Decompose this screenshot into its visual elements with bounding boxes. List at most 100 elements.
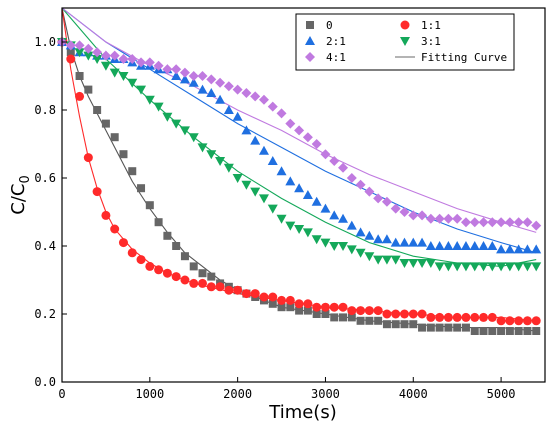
series-2-point xyxy=(338,213,349,223)
series-0-point xyxy=(391,320,400,329)
x-tick-label: 2000 xyxy=(223,387,252,401)
series-1-point xyxy=(206,282,216,292)
series-4-point xyxy=(346,173,357,183)
series-4-point xyxy=(311,139,322,149)
series-4-point xyxy=(399,207,410,217)
series-0-point xyxy=(128,167,137,176)
series-3-point xyxy=(109,68,120,78)
series-4-point xyxy=(302,132,313,143)
series-1-point xyxy=(101,210,111,220)
series-0-point xyxy=(268,299,277,308)
series-3-point xyxy=(171,119,182,129)
series-1-point xyxy=(487,312,497,322)
series-4-point xyxy=(329,156,340,166)
y-axis-title: C/C0 xyxy=(8,175,33,214)
series-4-point xyxy=(469,217,480,228)
series-4-point xyxy=(478,217,489,228)
y-tick-label: 0.0 xyxy=(34,375,56,389)
series-4-point xyxy=(215,77,226,88)
series-0-point xyxy=(339,313,348,322)
series-4-point xyxy=(522,217,533,228)
series-1-point xyxy=(268,292,278,302)
series-0-point xyxy=(426,323,435,332)
series-0-point xyxy=(356,316,365,325)
series-2-point xyxy=(373,234,384,244)
series-0-point xyxy=(145,201,154,210)
series-4-point xyxy=(136,57,147,68)
series-2-point xyxy=(531,244,542,254)
series-2-point xyxy=(215,94,226,104)
series-2-point xyxy=(311,196,322,206)
series-1-point xyxy=(75,91,85,101)
series-4-point xyxy=(83,43,94,54)
series-1-point xyxy=(461,312,471,322)
series-4-point xyxy=(390,203,401,214)
y-axis-title-main: C/C xyxy=(8,184,29,215)
y-tick-label: 0.2 xyxy=(34,307,56,321)
series-4-point xyxy=(153,60,164,71)
series-0-point xyxy=(137,184,146,193)
series-3-point xyxy=(522,262,533,272)
series-0-point xyxy=(461,323,470,332)
series-2-point xyxy=(250,135,261,145)
series-4-point xyxy=(188,71,199,81)
series-1-point xyxy=(522,316,532,326)
series-1-point xyxy=(241,289,251,299)
series-4-point xyxy=(381,196,392,207)
series-0-point xyxy=(154,218,163,227)
series-3-point xyxy=(276,214,287,224)
legend-marker xyxy=(400,20,410,30)
series-4-point xyxy=(487,217,498,228)
series-0-point xyxy=(479,327,488,335)
series-4-point xyxy=(65,40,76,51)
series-4-point xyxy=(504,217,515,228)
series-1-point xyxy=(417,309,427,319)
y-tick-label: 0.8 xyxy=(34,103,56,117)
legend-marker xyxy=(306,21,314,29)
legend-label: 3:1 xyxy=(421,35,441,48)
series-1-point xyxy=(180,275,190,285)
series-1-point xyxy=(364,306,374,316)
series-1-point xyxy=(92,187,102,197)
series-2-point xyxy=(188,77,199,87)
series-3-point xyxy=(153,102,164,112)
series-4-point xyxy=(531,220,542,231)
series-3-point xyxy=(452,262,463,272)
series-1-point xyxy=(198,278,208,288)
series-0-point xyxy=(119,150,128,159)
series-2-point xyxy=(241,125,252,135)
series-1-point xyxy=(154,265,164,275)
series-1-point xyxy=(259,292,269,302)
series-3-point xyxy=(425,259,436,268)
x-tick-label: 4000 xyxy=(399,387,428,401)
series-1-point xyxy=(110,224,120,234)
series-1-point xyxy=(479,312,489,322)
series-0-point xyxy=(198,269,207,278)
series-2-point xyxy=(504,244,515,254)
series-4-point xyxy=(460,217,471,228)
series-0-point xyxy=(435,323,444,332)
series-3-point xyxy=(496,262,507,272)
series-1-point xyxy=(443,312,453,322)
series-3-point xyxy=(355,248,366,258)
marks-layer xyxy=(57,7,542,335)
series-3-point xyxy=(179,126,190,136)
legend-marker xyxy=(400,37,410,46)
series-4-point xyxy=(223,81,234,92)
series-4-point xyxy=(74,40,85,51)
series-0-point xyxy=(110,133,119,142)
series-0-point xyxy=(505,327,514,335)
series-4-point xyxy=(127,54,138,64)
series-4-point xyxy=(241,88,252,98)
series-2-point xyxy=(434,241,445,250)
series-3-point xyxy=(469,262,480,272)
series-1-point xyxy=(303,299,313,309)
series-2-point xyxy=(355,227,366,237)
series-3-point xyxy=(487,262,498,272)
series-1-point xyxy=(435,312,445,322)
series-2-point xyxy=(232,111,243,121)
series-2-point xyxy=(267,156,278,165)
series-3-point xyxy=(197,143,208,153)
series-2-point xyxy=(417,237,428,247)
